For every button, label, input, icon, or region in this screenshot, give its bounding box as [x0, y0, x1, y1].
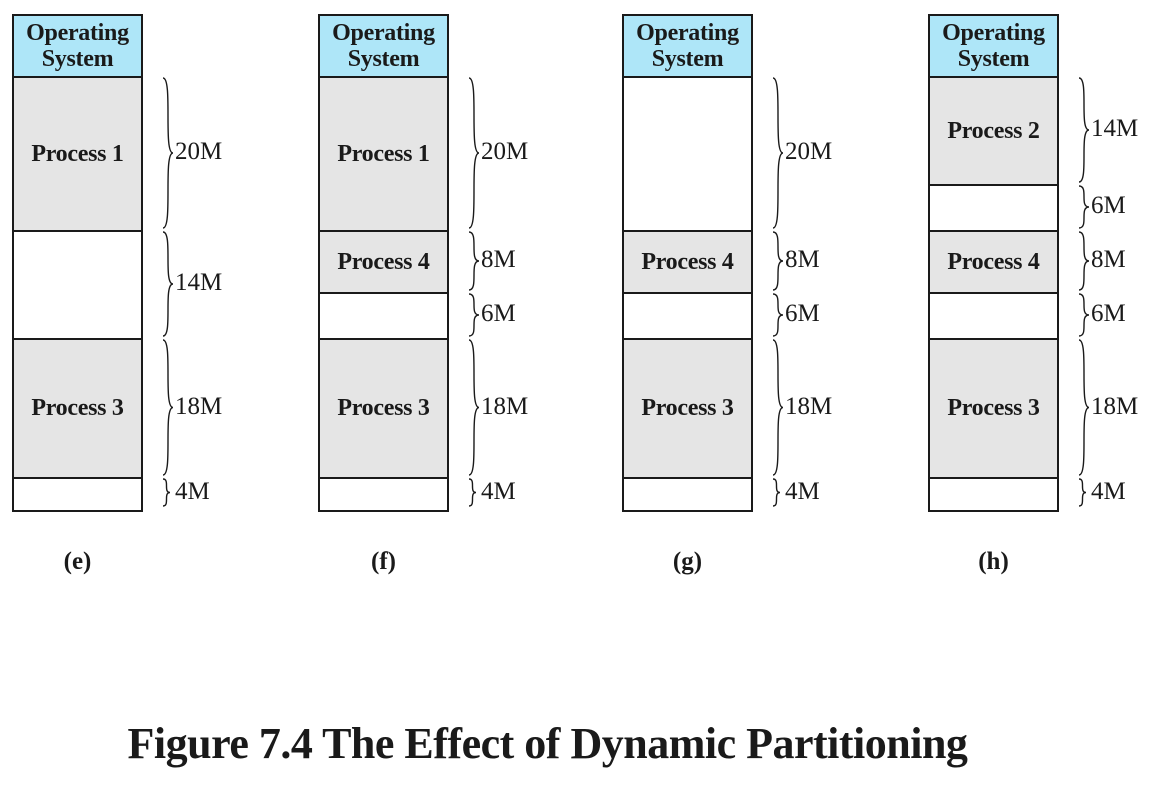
size-brace [1078, 478, 1087, 507]
process-partition: Process 4 [624, 232, 751, 294]
free-partition [624, 78, 751, 232]
partition-size-label: 6M [1091, 192, 1126, 219]
process-label: Process 3 [31, 395, 124, 421]
memory-diagram-f: 20M 8M 6M 18M 4M Operating System Process 1 Pro… [318, 0, 558, 580]
size-brace [772, 77, 784, 229]
process-partition: Process 3 [930, 340, 1057, 479]
free-partition [320, 294, 447, 340]
free-partition [624, 479, 751, 510]
partition-size-label: 18M [785, 392, 833, 420]
size-brace [162, 77, 174, 229]
process-partition: Process 4 [930, 232, 1057, 294]
size-brace [1078, 339, 1090, 476]
process-partition: Process 2 [930, 78, 1057, 186]
size-braces [162, 77, 174, 507]
size-brace [772, 478, 781, 507]
memory-column: Operating System Process 2 Process 4 Proces… [928, 14, 1059, 512]
os-partition: Operating System [624, 16, 751, 78]
os-partition: Operating System [320, 16, 447, 78]
size-braces [1078, 77, 1090, 507]
size-brace [468, 231, 480, 291]
partition-size-label: 4M [175, 477, 210, 505]
partition-size-label: 14M [175, 269, 223, 296]
os-partition: Operating System [930, 16, 1057, 78]
size-brace [162, 478, 171, 507]
process-label: Process 1 [337, 140, 430, 167]
process-label: Process 3 [947, 395, 1040, 421]
free-partition [14, 232, 141, 340]
os-label: Operating System [26, 19, 129, 72]
size-brace [772, 293, 784, 337]
size-brace [468, 478, 477, 507]
partition-size-label: 6M [1091, 300, 1126, 327]
size-brace [772, 231, 784, 291]
size-brace [162, 231, 174, 337]
partition-size-label: 4M [1091, 477, 1126, 505]
partition-size-label: 20M [175, 138, 223, 165]
os-label: Operating System [636, 19, 739, 72]
free-partition [930, 186, 1057, 232]
partition-size-label: 8M [1091, 246, 1126, 273]
free-partition [624, 294, 751, 340]
process-label: Process 3 [641, 395, 734, 421]
partition-size-label: 18M [481, 392, 529, 420]
partition-size-label: 18M [1091, 392, 1139, 420]
process-partition: Process 3 [320, 340, 447, 479]
memory-column: Operating System Process 1 Process 3 [12, 14, 143, 512]
partition-size-label: 18M [175, 392, 223, 420]
free-partition [930, 294, 1057, 340]
os-partition: Operating System [14, 16, 141, 78]
process-partition: Process 1 [320, 78, 447, 232]
size-brace [1078, 293, 1090, 337]
process-partition: Process 3 [624, 340, 751, 479]
diagram-caption: (g) [672, 548, 703, 575]
partition-size-label: 4M [785, 477, 820, 505]
size-braces [772, 77, 784, 507]
size-brace [1078, 231, 1090, 291]
free-partition [320, 479, 447, 510]
process-label: Process 3 [337, 395, 430, 421]
process-partition: Process 3 [14, 340, 141, 479]
size-brace [1078, 185, 1090, 229]
process-partition: Process 1 [14, 78, 141, 232]
size-braces [468, 77, 480, 507]
partition-size-label: 6M [481, 300, 516, 327]
diagram-caption: (e) [63, 548, 92, 575]
partition-size-label: 20M [481, 138, 529, 165]
memory-column: Operating System Process 1 Process 4 Proces… [318, 14, 449, 512]
partition-size-label: 4M [481, 477, 516, 505]
partition-size-label: 20M [785, 138, 833, 165]
partition-size-label: 8M [785, 246, 820, 273]
process-label: Process 4 [947, 248, 1040, 275]
figure-title: Figure 7.4 The Effect of Dynamic Partiti… [127, 719, 968, 768]
memory-diagram-g: 20M 8M 6M 18M 4M Operating System Process 4 Pro… [622, 0, 862, 580]
free-partition [14, 479, 141, 510]
size-brace [468, 77, 480, 229]
process-partition: Process 4 [320, 232, 447, 294]
diagram-caption: (f) [371, 548, 396, 575]
free-partition [930, 479, 1057, 510]
size-brace [468, 293, 480, 337]
os-label: Operating System [332, 19, 435, 72]
size-brace [468, 339, 480, 476]
memory-column: Operating System Process 4 Process 3 [622, 14, 753, 512]
size-brace [1078, 77, 1090, 183]
size-brace [772, 339, 784, 476]
partition-size-label: 6M [785, 300, 820, 327]
memory-diagram-h: 14M 6M 8M 6M 18M 4M Operating System Process 2 P… [928, 0, 1160, 580]
memory-diagram-e: 20M 14M 18M 4M Operating System Process 1 Proc… [12, 0, 252, 580]
process-label: Process 4 [337, 248, 430, 275]
process-label: Process 2 [947, 117, 1040, 144]
process-label: Process 4 [641, 248, 734, 275]
partition-size-label: 14M [1091, 115, 1139, 142]
process-label: Process 1 [31, 140, 124, 167]
partition-size-label: 8M [481, 246, 516, 273]
os-label: Operating System [942, 19, 1045, 72]
diagram-caption: (h) [978, 548, 1009, 575]
size-brace [162, 339, 174, 476]
